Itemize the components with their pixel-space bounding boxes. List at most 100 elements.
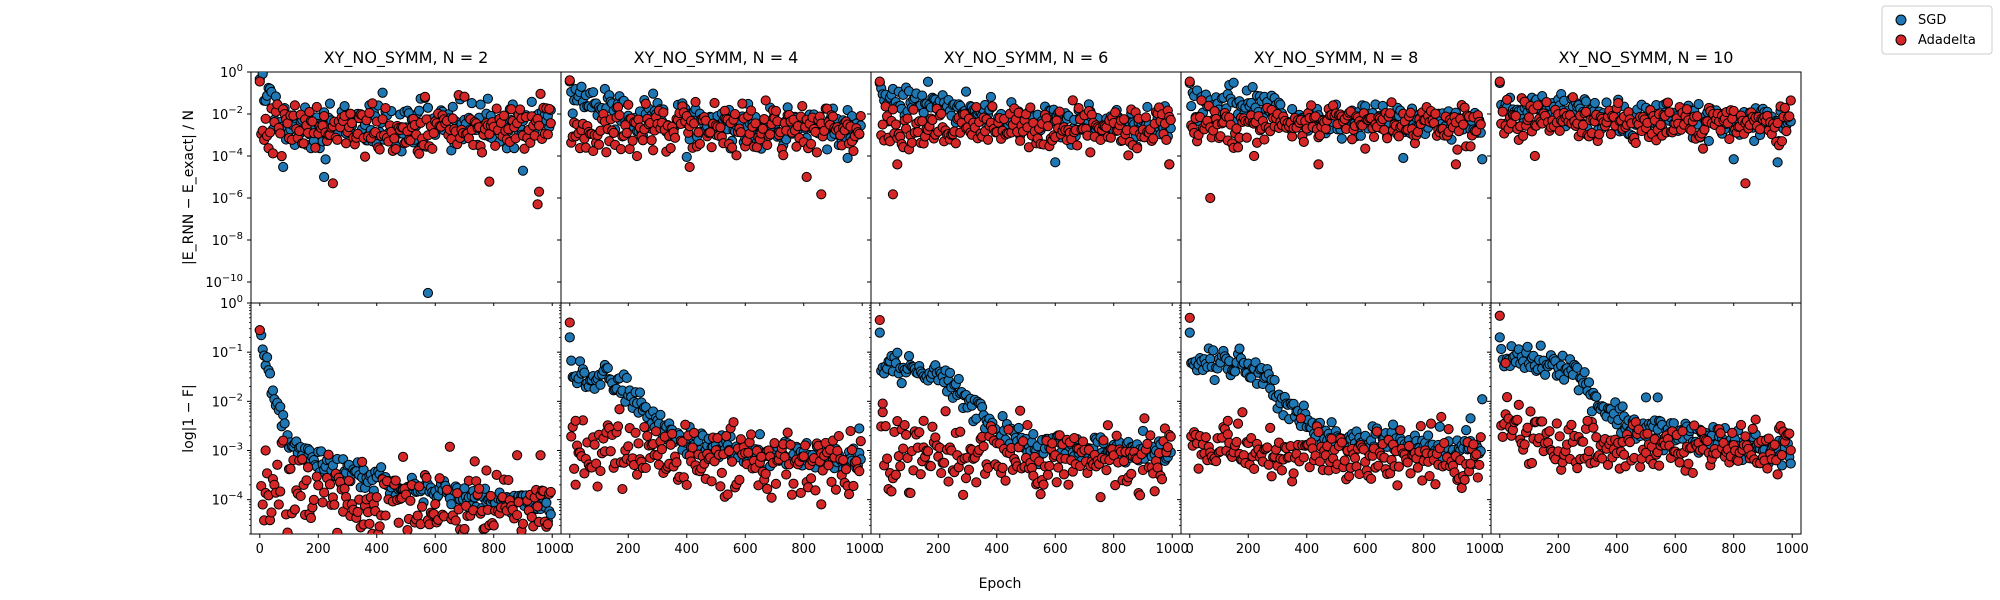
point-adadelta xyxy=(260,113,271,124)
point-adadelta xyxy=(1785,95,1796,106)
y-tick-label: 100 xyxy=(220,63,243,81)
point-adadelta xyxy=(887,104,899,115)
y-tick-label: 10−4 xyxy=(212,147,243,165)
point-adadelta xyxy=(352,506,363,518)
point-adadelta xyxy=(745,105,757,116)
point-adadelta xyxy=(1231,123,1242,134)
point-adadelta xyxy=(665,439,676,450)
point-sgd xyxy=(1269,374,1280,386)
point-adadelta xyxy=(589,439,600,450)
data-points xyxy=(874,314,1176,503)
point-adadelta xyxy=(324,479,336,490)
point-sgd xyxy=(567,108,578,119)
point-adadelta xyxy=(272,459,283,470)
point-adadelta xyxy=(782,427,793,438)
point-adadelta xyxy=(795,487,806,499)
point-adadelta xyxy=(498,110,510,121)
panel-title: XY_NO_SYMM, N = 4 xyxy=(634,48,799,68)
point-sgd xyxy=(1617,401,1628,412)
point-sgd xyxy=(944,367,956,378)
point-adadelta xyxy=(305,512,317,524)
point-adadelta xyxy=(313,480,324,491)
point-sgd xyxy=(1693,98,1704,110)
point-adadelta xyxy=(491,469,502,480)
point-adadelta xyxy=(899,419,910,431)
point-adadelta xyxy=(734,474,745,486)
point-adadelta xyxy=(1349,452,1361,464)
point-adadelta xyxy=(874,314,885,326)
point-sgd xyxy=(1535,340,1546,351)
x-tick-label: 200 xyxy=(1546,542,1571,557)
point-adadelta xyxy=(1452,144,1463,155)
point-sgd xyxy=(377,87,388,98)
point-adadelta xyxy=(1017,436,1029,447)
x-tick-label: 0 xyxy=(1496,542,1504,557)
axes-frame xyxy=(870,302,1182,535)
point-adadelta xyxy=(735,127,746,138)
point-adadelta xyxy=(1249,463,1260,475)
point-adadelta xyxy=(694,138,706,149)
x-tick-label: 200 xyxy=(306,542,331,557)
point-adadelta xyxy=(1594,129,1605,140)
point-adadelta xyxy=(1395,425,1406,436)
point-adadelta xyxy=(1145,430,1156,441)
point-adadelta xyxy=(1184,312,1195,323)
point-adadelta xyxy=(770,105,782,117)
point-adadelta xyxy=(648,145,659,156)
point-adadelta xyxy=(1344,471,1355,482)
point-adadelta xyxy=(1118,114,1130,125)
point-adadelta xyxy=(1077,436,1089,447)
point-adadelta xyxy=(1784,428,1795,439)
point-adadelta xyxy=(1184,76,1195,87)
point-adadelta xyxy=(1110,107,1121,118)
data-points xyxy=(254,72,556,299)
point-adadelta xyxy=(1740,178,1751,189)
point-adadelta xyxy=(757,123,768,134)
point-adadelta xyxy=(1472,472,1483,483)
x-tick-label: 800 xyxy=(1411,542,1436,557)
point-adadelta xyxy=(1126,468,1137,479)
point-adadelta xyxy=(484,176,495,187)
point-sgd xyxy=(595,379,606,390)
point-adadelta xyxy=(927,114,938,126)
point-adadelta xyxy=(1602,459,1614,470)
x-tick-label: 600 xyxy=(1353,542,1378,557)
x-tick-label: 1000 xyxy=(1776,542,1809,557)
point-sgd xyxy=(1477,394,1488,405)
point-adadelta xyxy=(658,107,669,118)
point-sgd xyxy=(960,86,972,97)
point-adadelta xyxy=(1605,129,1617,140)
point-adadelta xyxy=(1086,109,1097,120)
y-axis-label: log|1 − F| xyxy=(181,384,197,452)
point-adadelta xyxy=(1597,453,1608,464)
point-adadelta xyxy=(450,515,461,526)
point-adadelta xyxy=(474,483,485,494)
point-adadelta xyxy=(1494,310,1505,321)
point-sgd xyxy=(376,462,387,473)
point-adadelta xyxy=(762,139,773,151)
point-adadelta xyxy=(544,103,555,115)
point-adadelta xyxy=(890,469,901,480)
point-adadelta xyxy=(671,457,682,468)
point-adadelta xyxy=(570,479,581,490)
point-adadelta xyxy=(491,103,502,114)
point-adadelta xyxy=(460,500,472,512)
panel-fidelity-2: 0 200 400 600 800 1000 xyxy=(557,302,879,557)
point-adadelta xyxy=(1655,119,1666,130)
point-adadelta xyxy=(266,507,277,518)
point-adadelta xyxy=(519,143,530,154)
panel-energy-5: XY_NO_SYMM, N = 10 xyxy=(1487,48,1802,306)
point-sgd xyxy=(1013,422,1024,434)
point-adadelta xyxy=(1306,100,1317,111)
point-sgd xyxy=(319,171,330,183)
point-adadelta xyxy=(1583,446,1595,457)
panel-fidelity-5: 0 200 400 600 800 1000 xyxy=(1487,302,1809,557)
point-adadelta xyxy=(570,415,581,426)
point-sgd xyxy=(279,418,290,429)
point-adadelta xyxy=(637,135,648,146)
point-adadelta xyxy=(971,477,982,488)
point-adadelta xyxy=(631,150,643,162)
point-adadelta xyxy=(1443,424,1454,435)
point-adadelta xyxy=(877,398,888,409)
